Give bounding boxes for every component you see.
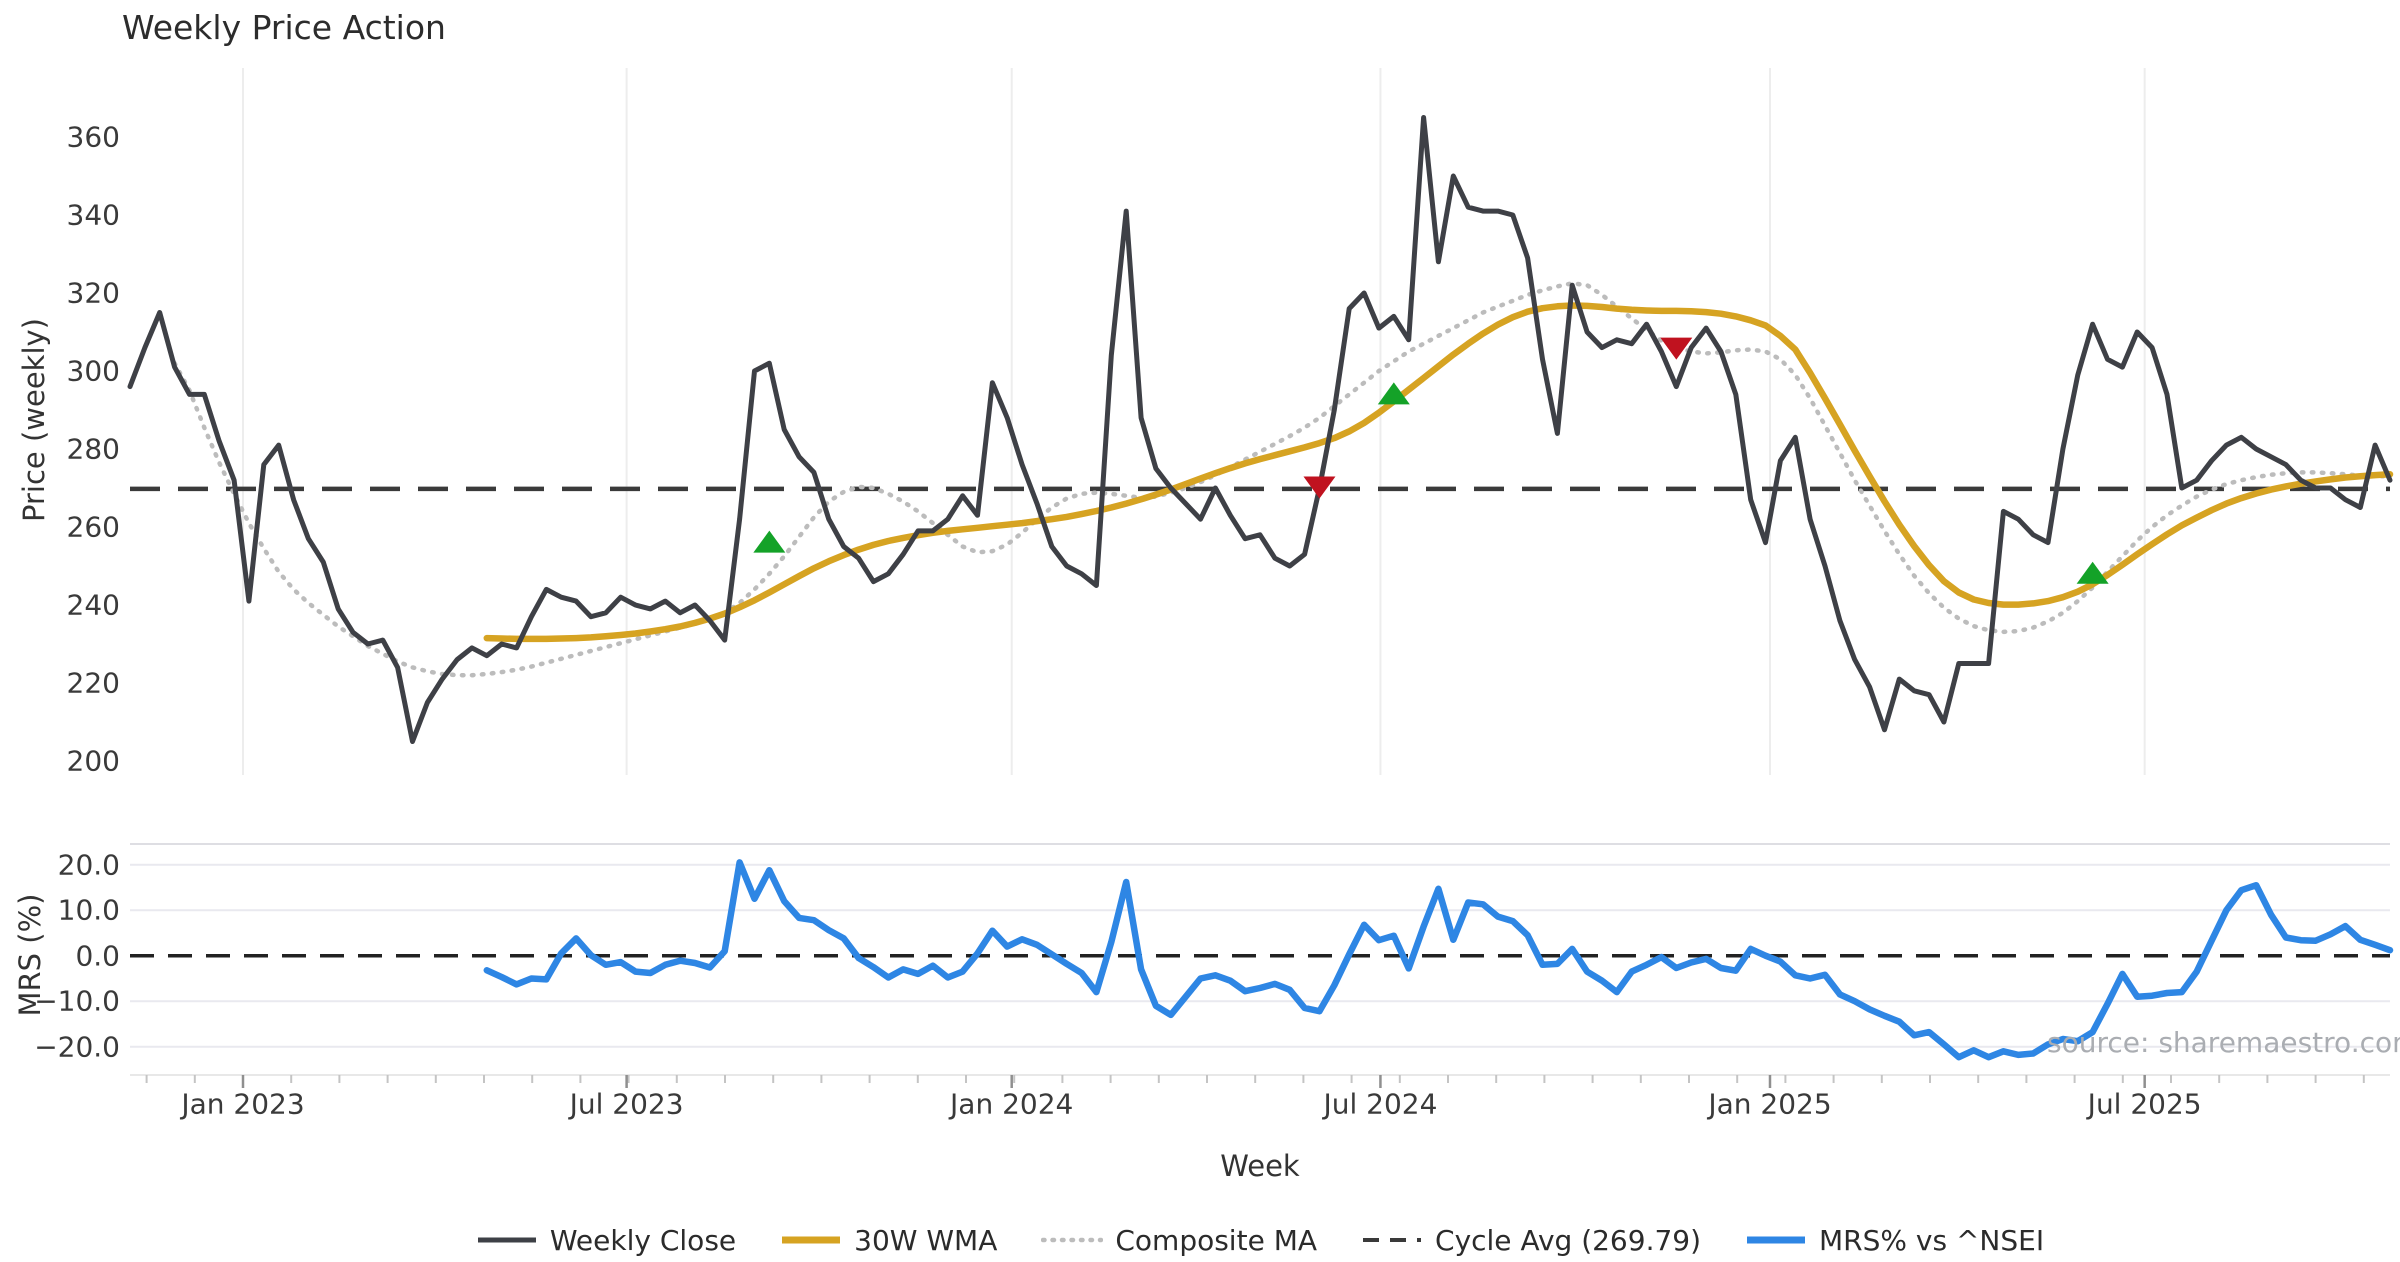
composite-ma-line	[172, 281, 2393, 678]
x-tick-label: Jul 2023	[569, 1087, 684, 1121]
mrs-line	[483, 859, 2394, 1061]
week-axis-label: Week	[1220, 1149, 1300, 1183]
legend-item: MRS% vs ^NSEI	[1745, 1224, 2044, 1257]
price-ytick-label: 200	[66, 744, 120, 778]
x-tick-label: Jan 2025	[1708, 1087, 1832, 1121]
price-ytick-label: 340	[66, 198, 120, 232]
legend-label: MRS% vs ^NSEI	[1819, 1223, 2045, 1257]
price-ytick-label: 300	[66, 354, 120, 388]
legend-swatch-solid	[477, 1237, 536, 1243]
buy-marker	[2076, 561, 2109, 584]
price-ytick-label: 260	[66, 510, 120, 544]
legend-swatch-dotted	[1041, 1237, 1104, 1243]
mrs-ytick-label: −20.0	[34, 1030, 120, 1064]
buy-marker	[753, 530, 786, 553]
mrs-ytick-label: 20.0	[57, 848, 120, 882]
x-tick-label: Jul 2024	[1323, 1087, 1438, 1121]
legend-label: Composite MA	[1115, 1223, 1318, 1257]
legend-item: Weekly Close	[476, 1224, 736, 1257]
price-ytick-label: 280	[66, 432, 120, 466]
legend-label: Weekly Close	[549, 1223, 737, 1257]
price-ytick-label: 240	[66, 588, 120, 622]
legend-item: Composite MA	[1041, 1224, 1317, 1257]
weekly-close-line	[127, 115, 2393, 744]
legend-label: Cycle Avg (269.79)	[1435, 1223, 1702, 1257]
mrs-ytick-label: −10.0	[34, 984, 120, 1018]
price-ytick-label: 220	[66, 666, 120, 700]
x-tick-label: Jan 2023	[181, 1087, 305, 1121]
legend-item: Cycle Avg (269.79)	[1361, 1224, 1701, 1257]
sell-marker	[1660, 337, 1693, 360]
mrs-ytick-label: 10.0	[57, 893, 120, 927]
page-title: Weekly Price Action	[122, 8, 446, 47]
legend-label: 30W WMA	[854, 1223, 998, 1257]
legend-item: 30W WMA	[780, 1224, 997, 1257]
mrs-ytick-label: 0.0	[75, 939, 120, 973]
x-tick-label: Jan 2024	[950, 1087, 1074, 1121]
price-ytick-label: 360	[66, 120, 120, 154]
legend-swatch-solid	[782, 1236, 841, 1244]
x-tick-label: Jul 2025	[2087, 1087, 2202, 1121]
price-axis-label: Price (weekly)	[17, 317, 51, 523]
sell-marker	[1303, 476, 1336, 499]
wma-30w-line	[483, 302, 2394, 643]
legend-swatch-dashed	[1363, 1238, 1422, 1242]
legend-swatch-solid	[1747, 1236, 1806, 1244]
price-ytick-label: 320	[66, 276, 120, 310]
legend: Weekly Close 30W WMA Composite MA Cycle Avg…	[130, 1218, 2390, 1262]
buy-marker	[1377, 382, 1410, 405]
source-note: source: sharemaestro.com	[2047, 1026, 2400, 1059]
